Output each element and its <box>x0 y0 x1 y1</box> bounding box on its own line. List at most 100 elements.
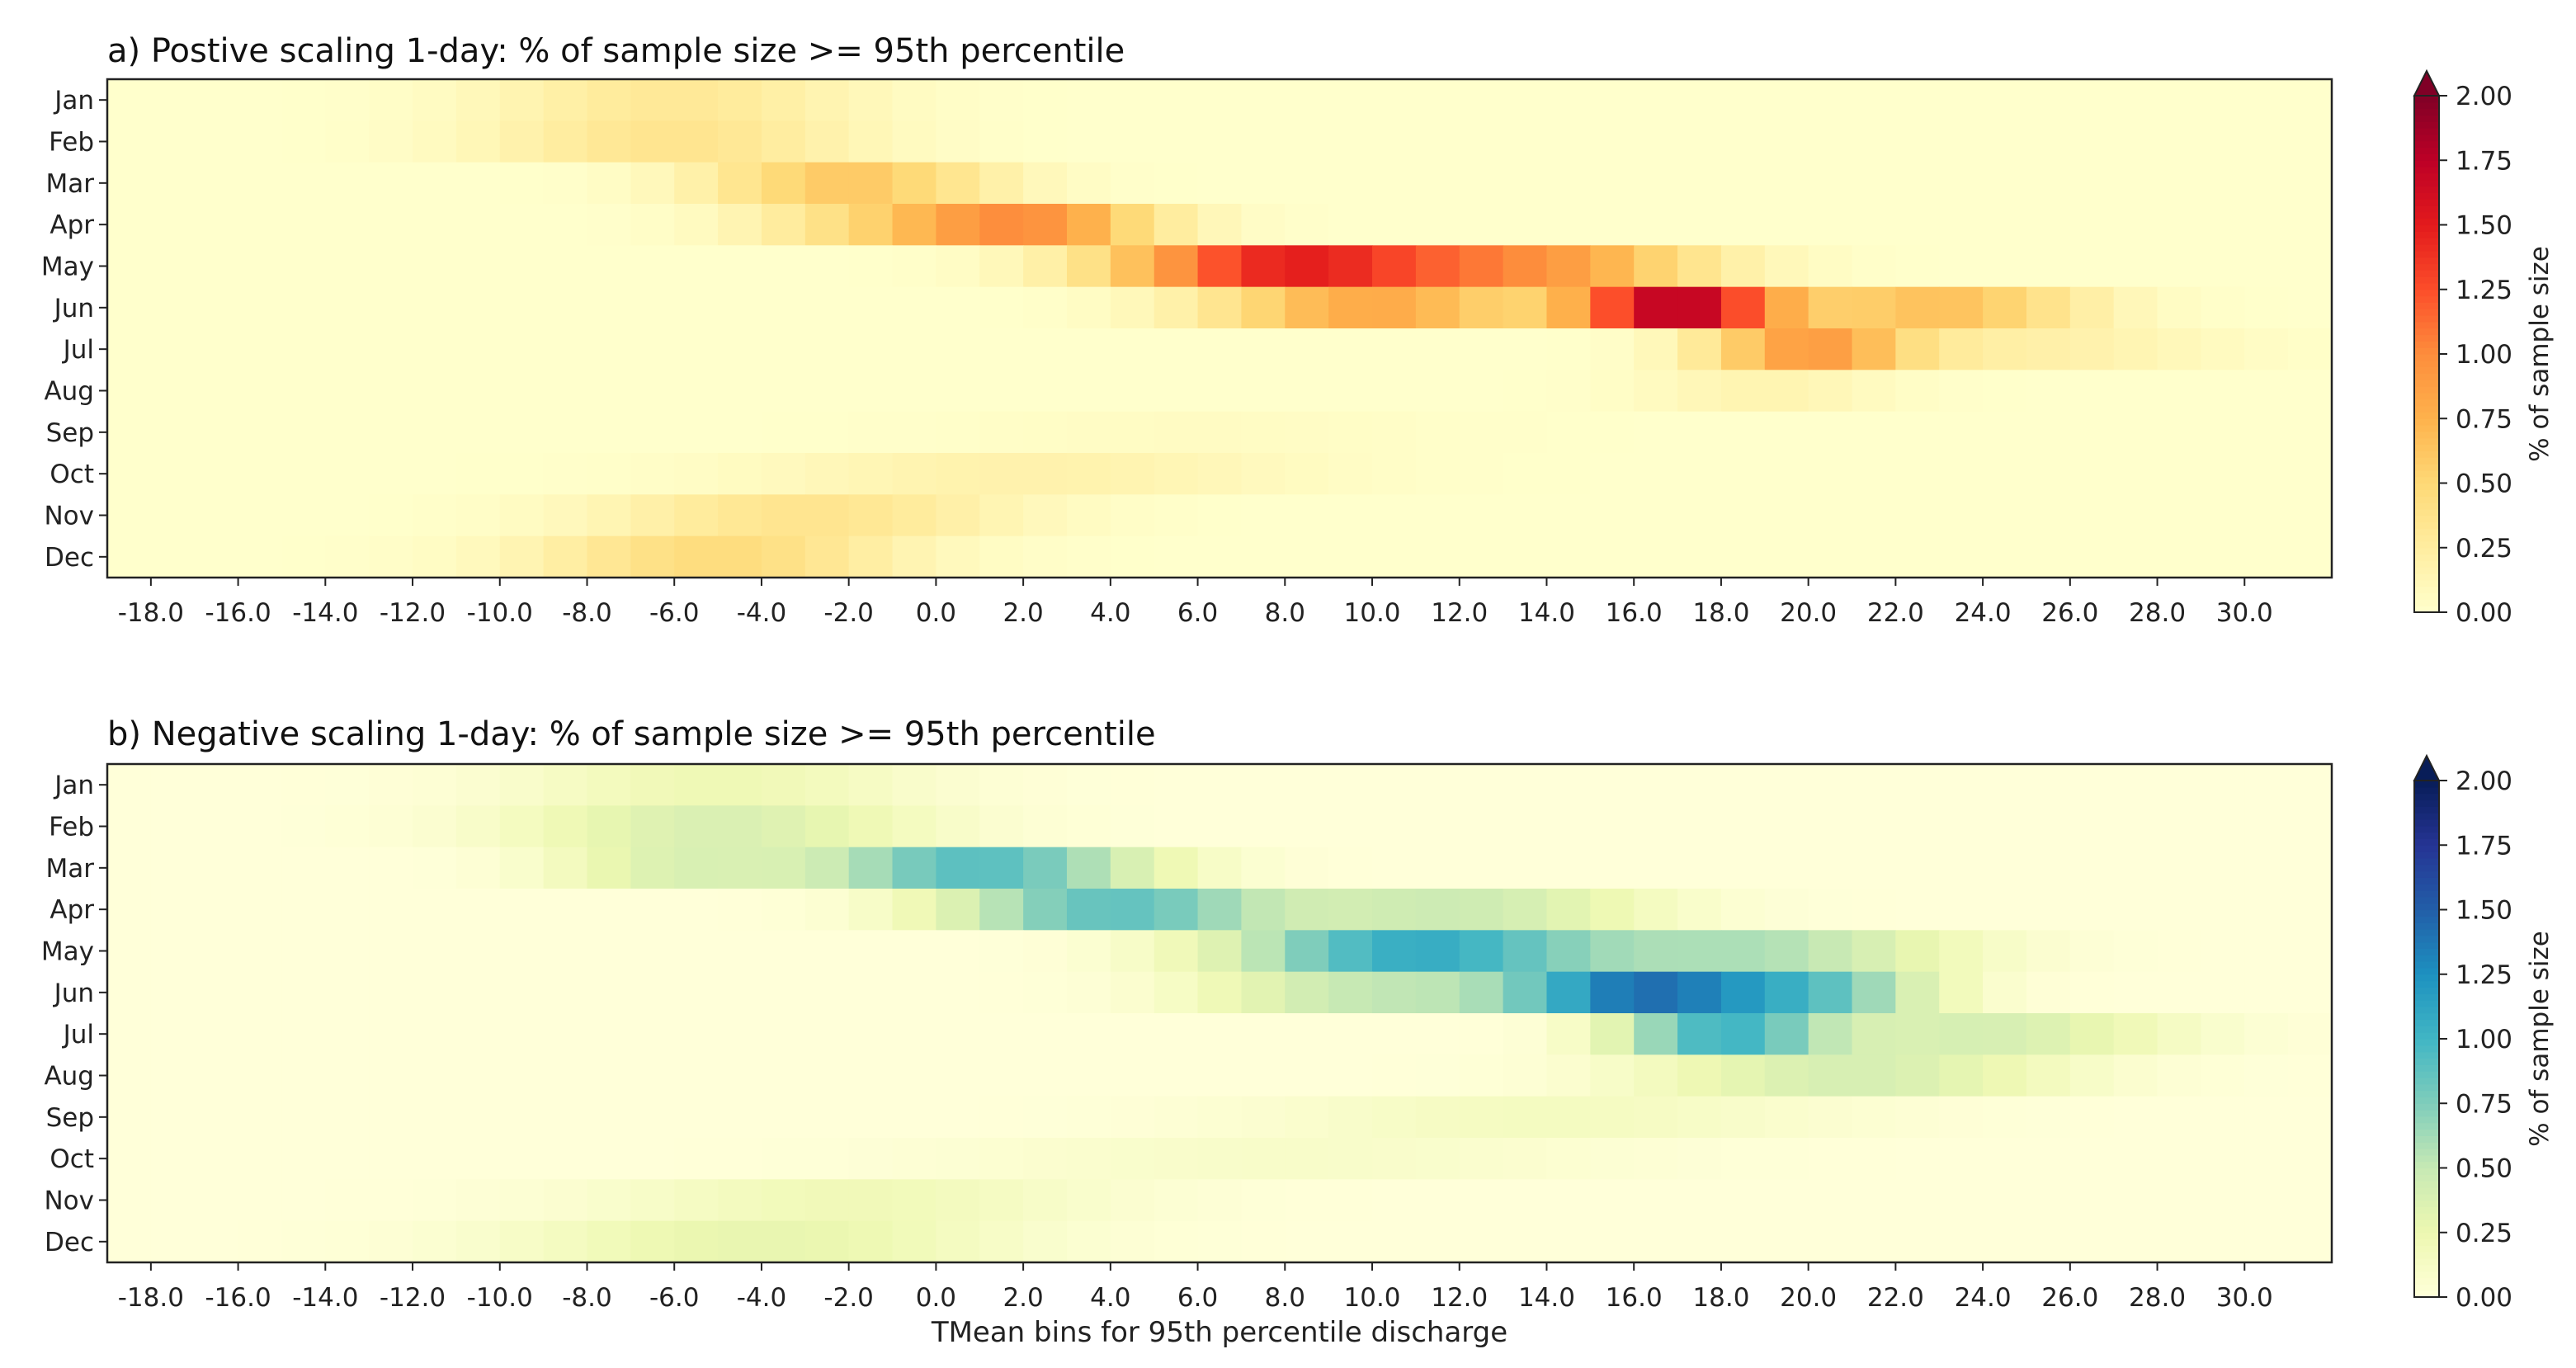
heatmap-cell <box>2069 805 2115 848</box>
heatmap-cell <box>543 453 588 495</box>
heatmap-cell <box>1154 494 1199 537</box>
heatmap-cell <box>150 411 196 454</box>
heatmap-cell <box>1634 1096 1678 1139</box>
colorbar-segment <box>2414 1058 2439 1065</box>
heatmap-cell <box>107 1220 152 1263</box>
heatmap-cell <box>979 162 1024 205</box>
heatmap-cell <box>369 1054 413 1097</box>
heatmap-cell <box>1808 930 1853 973</box>
heatmap-cell <box>281 162 326 205</box>
heatmap-cell <box>1503 1220 1548 1263</box>
heatmap-cell <box>1372 1179 1417 1222</box>
heatmap-cell <box>1546 1179 1591 1222</box>
heatmap-cell <box>1415 120 1460 163</box>
heatmap-cell <box>674 1220 719 1263</box>
heatmap-cell <box>2157 971 2202 1014</box>
heatmap-cell <box>761 1013 806 1055</box>
heatmap-cell <box>150 79 196 121</box>
heatmap-cell <box>892 805 937 848</box>
heatmap-cell <box>369 1013 413 1055</box>
heatmap-cell <box>718 328 762 370</box>
heatmap-cell <box>1983 370 2027 413</box>
heatmap-cell <box>892 245 937 288</box>
heatmap-cell <box>1895 494 1940 537</box>
colorbar-segment <box>2414 928 2439 936</box>
heatmap-cell <box>848 805 894 848</box>
heatmap-cell <box>1634 245 1678 288</box>
heatmap-cell <box>1110 120 1155 163</box>
heatmap-cell <box>936 328 980 370</box>
heatmap-cell <box>543 805 588 848</box>
heatmap-cell <box>2069 370 2115 413</box>
heatmap-cell <box>1503 411 1548 454</box>
heatmap-cell <box>1154 1220 1199 1263</box>
heatmap-cell <box>238 1054 283 1097</box>
heatmap-cell <box>1415 162 1460 205</box>
y-tick-label: Jun <box>53 979 94 1008</box>
heatmap-cell <box>281 1054 326 1097</box>
heatmap-cell <box>1546 370 1591 413</box>
heatmap-cell <box>1546 286 1591 329</box>
colorbar-tick-label: 0.75 <box>2456 1089 2512 1119</box>
heatmap-cell <box>848 930 894 973</box>
heatmap-cell <box>1459 245 1504 288</box>
colorbar-segment <box>2414 890 2439 898</box>
heatmap-cell <box>1939 204 1984 246</box>
colorbar-segment <box>2414 806 2439 814</box>
heatmap-cell <box>892 1096 937 1139</box>
heatmap-cell <box>369 1138 413 1180</box>
colorbar-segment <box>2414 412 2439 419</box>
heatmap-cell <box>2026 930 2071 973</box>
x-tick-label: -18.0 <box>118 598 184 628</box>
heatmap-cell <box>1023 245 1068 288</box>
heatmap-cell <box>369 764 413 806</box>
heatmap-cell <box>194 1220 239 1263</box>
x-tick-label: -10.0 <box>467 598 533 628</box>
heatmap-cell <box>1503 1179 1548 1222</box>
heatmap-cell <box>413 1096 457 1139</box>
heatmap-cell <box>1285 535 1329 578</box>
heatmap-cell <box>1546 120 1591 163</box>
heatmap-cell <box>1459 764 1504 806</box>
heatmap-cell <box>1328 971 1373 1014</box>
heatmap-cell <box>848 370 894 413</box>
colorbar-label: % of sample size <box>2525 246 2555 462</box>
heatmap-cell <box>1590 328 1635 370</box>
heatmap-cell <box>936 1138 980 1180</box>
heatmap-cell <box>1197 79 1243 121</box>
y-tick-label: Jan <box>53 86 94 116</box>
heatmap-cell <box>718 1138 762 1180</box>
colorbar-segment <box>2414 1045 2439 1053</box>
heatmap-cell <box>1590 764 1635 806</box>
heatmap-cell <box>1634 1138 1678 1180</box>
heatmap-cell <box>1328 328 1373 370</box>
heatmap-cell <box>2069 847 2115 889</box>
heatmap-cell <box>936 120 980 163</box>
heatmap-cell <box>325 328 370 370</box>
colorbar-segment <box>2414 295 2439 303</box>
heatmap-cell <box>761 847 806 889</box>
heatmap-cell <box>1546 805 1591 848</box>
heatmap-cell <box>804 535 850 578</box>
heatmap-cell <box>1197 930 1243 973</box>
heatmap-cell <box>2244 245 2289 288</box>
y-tick-label: Sep <box>46 1103 94 1133</box>
heatmap-cell <box>1764 411 1809 454</box>
heatmap-cell <box>369 805 413 848</box>
heatmap-cell <box>1764 847 1809 889</box>
heatmap-cell <box>1590 1138 1635 1180</box>
y-tick-label: Oct <box>50 460 94 489</box>
heatmap-cell <box>107 328 152 370</box>
x-tick-label: 26.0 <box>2041 1283 2098 1313</box>
heatmap-cell <box>455 162 501 205</box>
heatmap-cell <box>369 286 413 329</box>
heatmap-cell <box>2244 764 2289 806</box>
heatmap-cell <box>2288 847 2333 889</box>
heatmap-cell <box>1241 535 1286 578</box>
colorbar-segment <box>2414 1238 2439 1247</box>
x-tick-label: -14.0 <box>292 1283 358 1313</box>
heatmap-cell <box>1764 370 1809 413</box>
heatmap-cell <box>281 1013 326 1055</box>
heatmap-cell <box>1720 889 1766 931</box>
heatmap-cell <box>718 411 762 454</box>
